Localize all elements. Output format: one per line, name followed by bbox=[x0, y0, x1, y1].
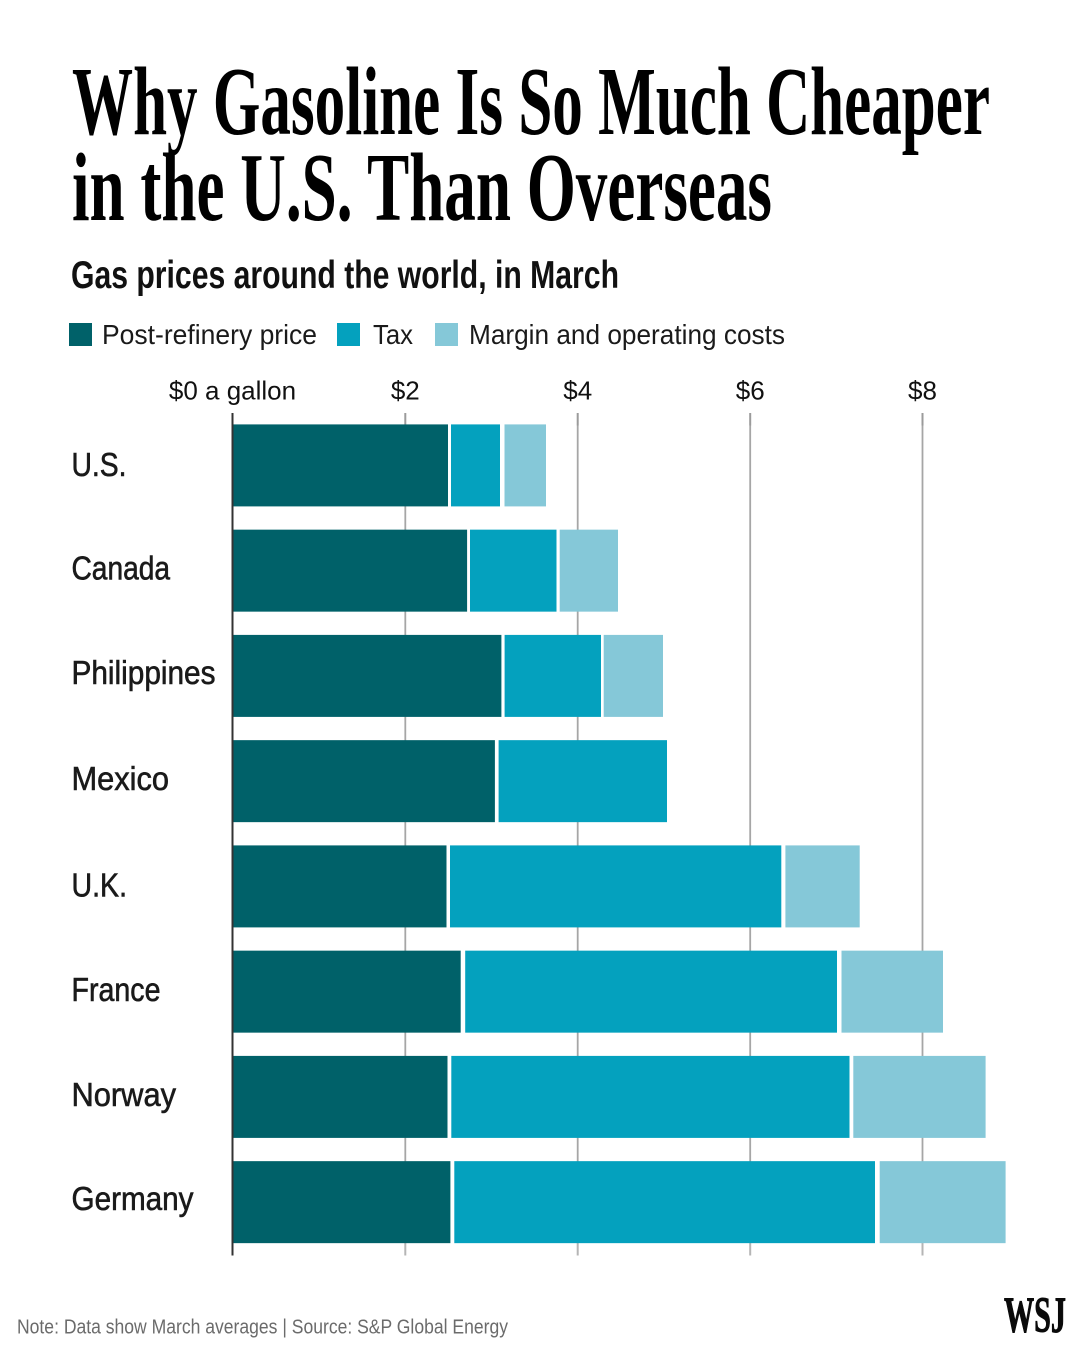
svg-text:Mexico: Mexico bbox=[72, 760, 170, 797]
svg-text:Norway: Norway bbox=[72, 1076, 177, 1113]
svg-text:$6: $6 bbox=[736, 376, 765, 406]
svg-text:Canada: Canada bbox=[72, 550, 171, 587]
svg-text:WSJ: WSJ bbox=[1004, 1288, 1066, 1344]
svg-text:Margin and operating costs: Margin and operating costs bbox=[469, 319, 785, 350]
svg-text:Why Gasoline Is So Much Cheape: Why Gasoline Is So Much Cheaper bbox=[72, 48, 990, 156]
svg-text:$8: $8 bbox=[908, 376, 937, 406]
svg-text:Philippines: Philippines bbox=[72, 654, 216, 691]
svg-text:$0 a gallon: $0 a gallon bbox=[169, 376, 296, 406]
svg-text:$2: $2 bbox=[391, 376, 420, 406]
svg-text:U.K.: U.K. bbox=[72, 867, 128, 904]
svg-text:Post-refinery price: Post-refinery price bbox=[102, 319, 317, 350]
svg-text:Gas prices around the world, i: Gas prices around the world, in March bbox=[71, 254, 619, 297]
svg-text:in the U.S. Than Overseas: in the U.S. Than Overseas bbox=[72, 134, 772, 242]
svg-text:Germany: Germany bbox=[72, 1180, 194, 1217]
svg-text:$4: $4 bbox=[563, 376, 592, 406]
svg-text:Tax: Tax bbox=[373, 319, 413, 350]
svg-text:Note: Data show March averages: Note: Data show March averages | Source:… bbox=[17, 1317, 508, 1339]
svg-text:U.S.: U.S. bbox=[72, 446, 127, 483]
svg-text:France: France bbox=[72, 971, 161, 1008]
